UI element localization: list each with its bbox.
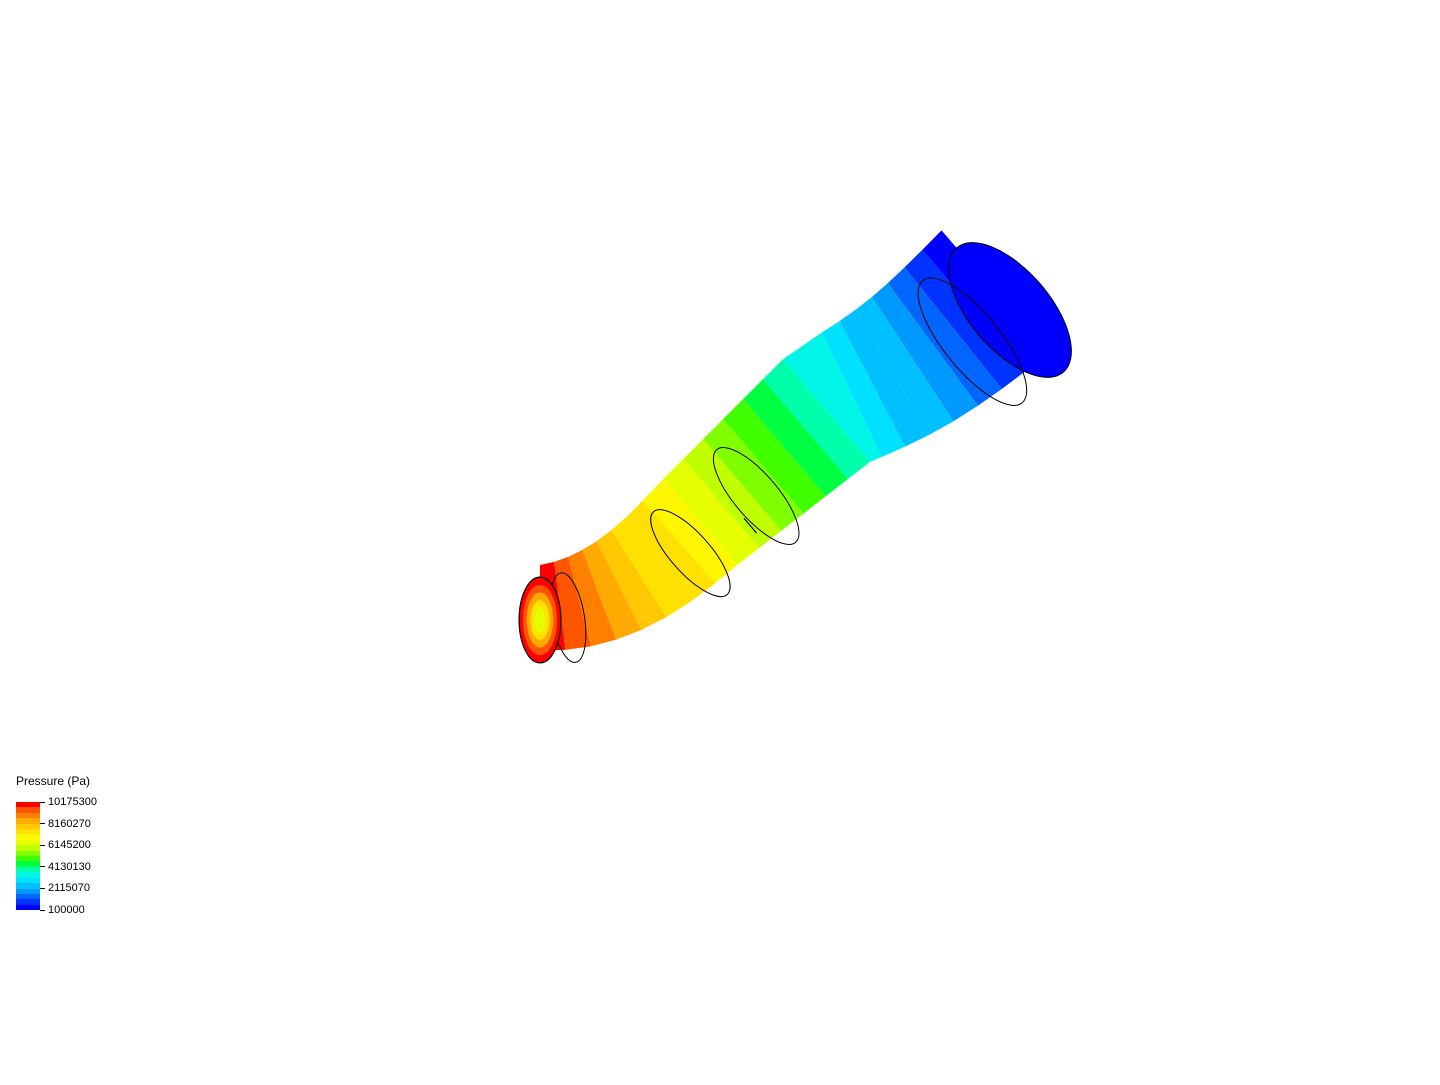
legend-title: Pressure (Pa) xyxy=(16,774,110,788)
legend-tick: 6145200 xyxy=(40,839,91,851)
legend-ticks: 1017530081602706145200413013021150701000… xyxy=(40,802,110,910)
legend-tick: 2115070 xyxy=(40,882,90,894)
legend-tick: 100000 xyxy=(40,904,85,916)
legend-tick: 8160270 xyxy=(40,818,91,830)
legend-tick: 4130130 xyxy=(40,861,91,873)
legend-colorbar xyxy=(16,802,40,910)
legend-tick: 10175300 xyxy=(40,796,97,808)
simulation-viewport[interactable] xyxy=(0,0,1440,1080)
color-legend: Pressure (Pa) 10175300 8160270 6145200 4130… xyxy=(16,774,110,910)
